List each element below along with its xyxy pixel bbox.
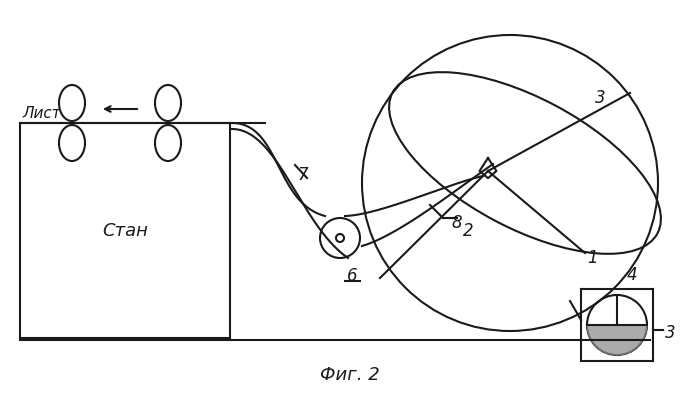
Text: 8: 8 — [452, 214, 462, 232]
Bar — [20, 123, 230, 338]
Text: 3: 3 — [665, 324, 676, 342]
Text: Лист: Лист — [22, 105, 61, 121]
Text: 2: 2 — [463, 222, 473, 240]
Text: 1: 1 — [586, 249, 598, 267]
Text: 6: 6 — [347, 267, 357, 285]
Text: 7: 7 — [298, 166, 308, 184]
Polygon shape — [587, 325, 647, 355]
Text: 4: 4 — [627, 266, 637, 284]
Text: 3: 3 — [595, 89, 605, 107]
Text: Фиг. 2: Фиг. 2 — [320, 366, 380, 384]
Text: Стан: Стан — [102, 222, 148, 239]
